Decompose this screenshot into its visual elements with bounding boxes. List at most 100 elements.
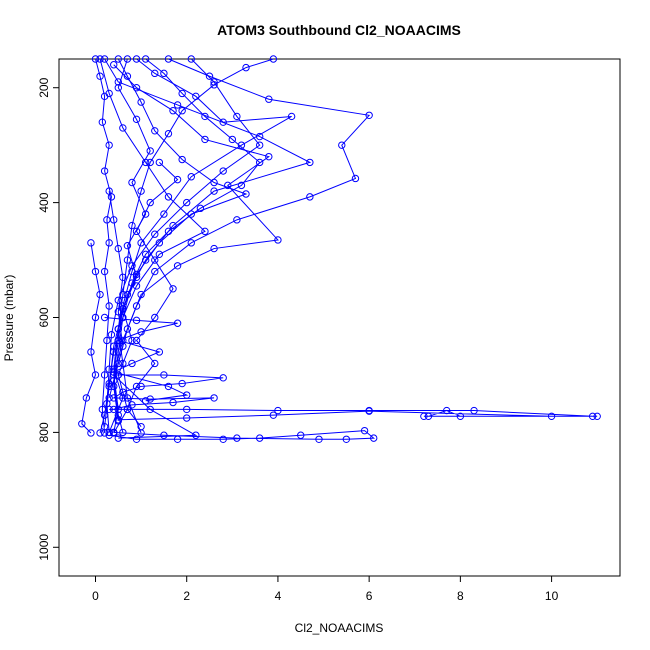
data-point [119, 124, 127, 132]
data-point [141, 55, 150, 63]
data-point [593, 412, 601, 421]
data-point [470, 406, 478, 415]
data-point [114, 78, 122, 86]
data-point [146, 147, 154, 155]
series-line [113, 58, 371, 439]
y-tick-label: 800 [37, 422, 51, 442]
data-point [110, 368, 118, 376]
y-tick-label: 1000 [37, 534, 51, 561]
data-point [187, 173, 195, 181]
data-point [87, 429, 95, 437]
data-point [132, 227, 141, 236]
data-point [265, 95, 273, 103]
data-point [132, 382, 141, 391]
data-point [119, 388, 127, 396]
x-tick-label: 8 [457, 589, 464, 603]
data-point [110, 382, 118, 391]
data-point [103, 216, 111, 224]
data-point [210, 81, 218, 89]
data-point [210, 178, 218, 187]
data-point [91, 267, 100, 276]
data-point [160, 371, 168, 379]
data-point [132, 273, 141, 281]
data-point [269, 55, 278, 63]
data-point [338, 141, 346, 149]
y-axis: 200 400 600 800 1000 [37, 77, 59, 561]
data-point [160, 210, 168, 218]
data-point [173, 262, 182, 270]
series-5 [103, 55, 264, 437]
data-point [87, 348, 95, 356]
data-point [98, 118, 107, 126]
data-point [233, 434, 241, 442]
data-point [173, 175, 182, 184]
data-point [151, 313, 159, 322]
data-point [233, 112, 241, 121]
data-point [224, 181, 232, 190]
data-point [228, 135, 237, 144]
data-point [146, 158, 154, 167]
data-point [151, 256, 159, 264]
data-point [119, 273, 127, 281]
series-line [81, 242, 101, 434]
series-13 [91, 55, 116, 437]
data-point [201, 135, 209, 144]
data-point [192, 431, 200, 439]
data-point [151, 69, 159, 78]
data-point [123, 55, 132, 63]
x-tick-label: 0 [92, 589, 99, 603]
data-point [96, 429, 104, 437]
data-point [100, 429, 109, 437]
data-point [255, 141, 264, 149]
data-point [237, 181, 246, 190]
data-point [169, 107, 177, 115]
data-point [110, 429, 118, 437]
data-point [105, 302, 113, 310]
data-point [219, 118, 227, 126]
data-point [365, 407, 373, 415]
data-point [132, 55, 141, 63]
series-2 [110, 55, 373, 442]
data-point [114, 336, 122, 345]
data-point [128, 178, 136, 187]
data-point [128, 279, 136, 287]
data-point [100, 55, 109, 63]
data-point [132, 336, 141, 345]
data-point [137, 429, 145, 437]
series-line [109, 408, 598, 421]
data-point [173, 101, 182, 109]
data-point [110, 394, 118, 402]
series-14 [114, 55, 278, 437]
data-point [370, 434, 378, 442]
data-point [137, 98, 145, 106]
series-line [108, 64, 279, 399]
series-line [108, 191, 124, 433]
data-point [178, 379, 186, 388]
data-point [242, 190, 250, 198]
data-point [105, 382, 113, 391]
data-point [183, 391, 191, 399]
data-point [105, 431, 113, 439]
data-point [178, 155, 186, 164]
data-point [132, 115, 141, 124]
data-point [87, 239, 95, 247]
data-point [123, 256, 132, 264]
data-point [114, 417, 122, 425]
data-point [237, 141, 246, 149]
data-point [100, 167, 109, 175]
series-15 [110, 55, 264, 425]
series-layer [78, 55, 601, 443]
x-tick-label: 6 [366, 589, 373, 603]
data-point [114, 84, 122, 92]
data-point [242, 63, 250, 72]
data-point [442, 406, 451, 415]
data-point [164, 55, 173, 63]
data-point [297, 431, 305, 439]
data-point [164, 382, 173, 391]
series-line [112, 374, 224, 410]
data-point [183, 414, 191, 422]
data-point [114, 434, 122, 442]
y-tick-label: 200 [37, 77, 51, 97]
data-point [91, 371, 100, 379]
series-line [109, 430, 376, 440]
